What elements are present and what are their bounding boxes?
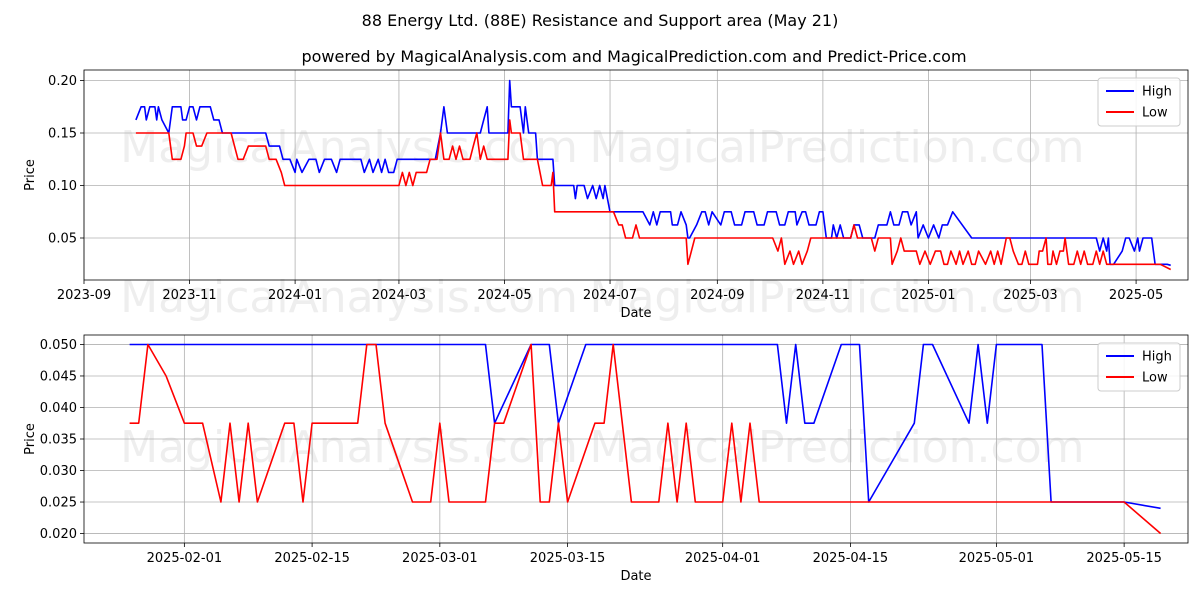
y-tick-label: 0.040 (40, 401, 77, 416)
x-axis-label: Date (620, 306, 651, 321)
plot-frame (83, 69, 1189, 281)
y-tick-label: 0.035 (40, 433, 77, 448)
y-tick-label: 0.05 (48, 232, 77, 247)
legend-label-low: Low (1142, 371, 1168, 386)
x-tick-label: 2024-05 (477, 288, 531, 303)
y-tick-label: 0.030 (40, 464, 77, 479)
legend-label-high: High (1142, 350, 1172, 365)
x-tick-label: 2024-03 (372, 288, 426, 303)
x-tick-label: 2025-05 (1109, 288, 1163, 303)
x-axis-label: Date (620, 569, 651, 584)
chart-title: 88 Energy Ltd. (88E) Resistance and Supp… (362, 11, 839, 30)
x-tick-label: 2025-03-01 (402, 551, 478, 566)
y-axis-label: Price (23, 423, 38, 455)
x-tick-label: 2023-11 (162, 288, 216, 303)
chart-subtitle: powered by MagicalAnalysis.com and Magic… (301, 47, 966, 66)
watermark-analysis: MagicalAnalysis.com (120, 272, 578, 323)
x-tick-label: 2025-05-15 (1086, 551, 1162, 566)
y-tick-label: 0.20 (48, 74, 77, 89)
watermark-prediction: MagicalPrediction.com (590, 122, 1085, 173)
x-tick-label: 2025-05-01 (959, 551, 1035, 566)
y-tick-label: 0.10 (48, 179, 77, 194)
bottom-price-chart: MagicalAnalysis.com MagicalPrediction.com… (23, 334, 1189, 584)
legend-label-high: High (1142, 85, 1172, 100)
x-tick-label: 2024-07 (583, 288, 637, 303)
top-price-chart: MagicalAnalysis.com MagicalPrediction.com… (23, 69, 1189, 323)
low-series-line (129, 343, 1162, 535)
y-tick-label: 0.020 (40, 527, 77, 542)
low-series-line (135, 119, 1172, 271)
y-tick-label: 0.15 (48, 127, 77, 142)
watermark-analysis: MagicalAnalysis.com (120, 422, 578, 473)
x-tick-label: 2025-02-15 (274, 551, 350, 566)
x-tick-label: 2025-02-01 (147, 551, 223, 566)
x-tick-label: 2025-01 (901, 288, 955, 303)
watermark-analysis: MagicalAnalysis.com (120, 122, 578, 173)
y-tick-label: 0.045 (40, 369, 77, 384)
y-axis-label: Price (23, 159, 38, 191)
x-tick-label: 2024-01 (268, 288, 322, 303)
x-tick-label: 2025-04-15 (813, 551, 889, 566)
high-series-line (135, 79, 1171, 267)
y-tick-label: 0.050 (40, 338, 77, 353)
high-series-line (129, 343, 1161, 510)
x-tick-label: 2024-11 (796, 288, 850, 303)
x-tick-label: 2025-04-01 (685, 551, 761, 566)
plot-frame (83, 334, 1189, 544)
x-tick-label: 2024-09 (690, 288, 744, 303)
legend-label-low: Low (1142, 106, 1168, 121)
y-tick-label: 0.025 (40, 496, 77, 511)
x-tick-label: 2025-03 (1003, 288, 1057, 303)
watermark-prediction: MagicalPrediction.com (590, 272, 1085, 323)
x-tick-label: 2025-03-15 (530, 551, 606, 566)
x-tick-label: 2023-09 (57, 288, 111, 303)
